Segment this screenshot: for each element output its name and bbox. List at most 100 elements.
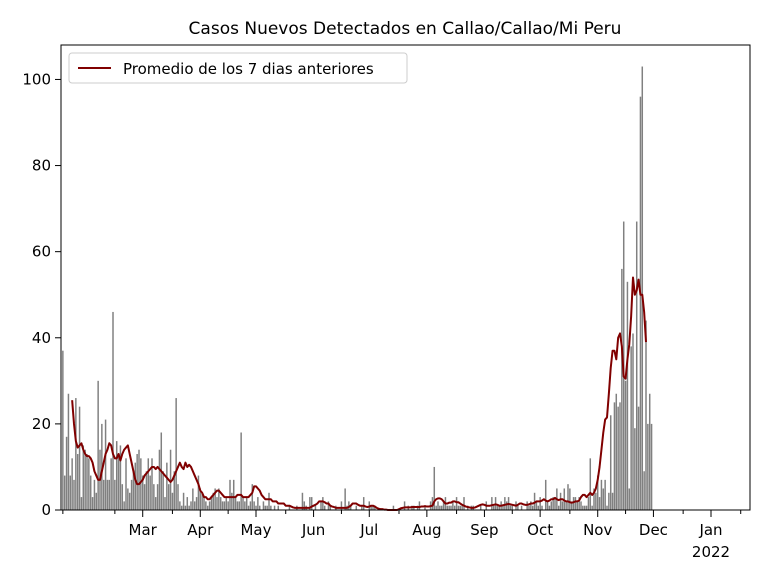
bar — [175, 398, 177, 510]
bar — [535, 501, 538, 510]
bar — [403, 501, 406, 510]
bar — [628, 488, 631, 510]
bar — [173, 471, 176, 510]
bar — [559, 492, 562, 510]
bar — [255, 505, 257, 510]
bar — [591, 505, 593, 510]
line-layer — [71, 276, 647, 511]
bar — [583, 505, 586, 510]
legend-label: Promedio de los 7 dias anteriores — [123, 60, 374, 78]
bar — [530, 501, 532, 510]
y-tick-label: 100 — [22, 70, 51, 88]
bar — [182, 492, 185, 510]
bar — [130, 479, 133, 510]
bar — [251, 484, 254, 510]
bar — [615, 393, 618, 510]
bar — [266, 505, 268, 510]
bar — [179, 501, 181, 510]
bar — [621, 268, 623, 510]
bar — [624, 380, 627, 510]
y-tick-label: 80 — [32, 157, 51, 175]
bar — [62, 350, 64, 510]
bar — [91, 497, 94, 510]
bar — [147, 458, 150, 510]
bar — [570, 501, 573, 510]
bar — [439, 505, 441, 510]
bar — [80, 497, 83, 510]
x-tick-label: Aug — [412, 521, 441, 539]
bar — [349, 505, 352, 510]
bar — [561, 501, 564, 510]
bar — [190, 501, 192, 510]
bar — [370, 505, 372, 510]
bar — [156, 484, 159, 510]
bar — [626, 281, 629, 510]
bar — [218, 488, 220, 510]
bar — [455, 497, 458, 510]
bar — [121, 484, 124, 510]
bar — [262, 501, 265, 510]
bar — [153, 484, 155, 510]
bar — [344, 488, 346, 510]
bar — [589, 458, 592, 510]
x-tick-label: Sep — [470, 521, 498, 539]
bar — [348, 501, 350, 510]
bar — [630, 346, 632, 510]
bar — [73, 479, 75, 510]
bar — [201, 492, 203, 510]
bar — [164, 497, 166, 510]
bar — [604, 479, 606, 510]
bar — [119, 445, 122, 510]
bar — [149, 475, 151, 510]
bar — [634, 428, 636, 510]
x-year-label: 2022 — [692, 543, 730, 561]
bar — [479, 505, 482, 510]
bar — [225, 497, 228, 510]
bar — [166, 462, 168, 510]
bar — [327, 501, 330, 510]
bar — [440, 505, 443, 510]
bar — [637, 406, 640, 510]
bar — [533, 492, 536, 510]
bar — [140, 458, 142, 510]
bar — [433, 466, 436, 510]
bar — [195, 497, 198, 510]
bar — [236, 501, 239, 510]
bar — [504, 497, 506, 510]
bar — [457, 505, 460, 510]
bar — [361, 505, 363, 510]
bar — [221, 501, 224, 510]
plot-frame — [60, 44, 751, 511]
bar — [184, 505, 187, 510]
bar — [125, 458, 127, 510]
bar — [115, 441, 118, 510]
bar — [528, 505, 530, 510]
bar — [208, 501, 211, 510]
bar — [167, 484, 170, 510]
bar — [234, 497, 237, 510]
bar — [205, 501, 207, 510]
bar — [303, 501, 306, 510]
bar — [180, 505, 183, 510]
bar — [67, 393, 70, 510]
bar — [227, 501, 229, 510]
bar — [141, 475, 144, 510]
bar — [158, 449, 161, 510]
bar — [309, 497, 311, 510]
bar — [600, 479, 603, 510]
bar — [613, 402, 616, 510]
bar — [320, 501, 322, 510]
bar — [598, 497, 601, 510]
bar — [496, 505, 499, 510]
bar — [552, 497, 554, 510]
bar — [602, 488, 605, 510]
bar — [580, 501, 582, 510]
bar — [355, 505, 358, 510]
bar — [117, 454, 120, 510]
bar — [65, 436, 68, 510]
bar — [63, 475, 66, 510]
bar — [223, 501, 226, 510]
x-tick-label: Nov — [583, 521, 612, 539]
bar — [635, 221, 638, 510]
